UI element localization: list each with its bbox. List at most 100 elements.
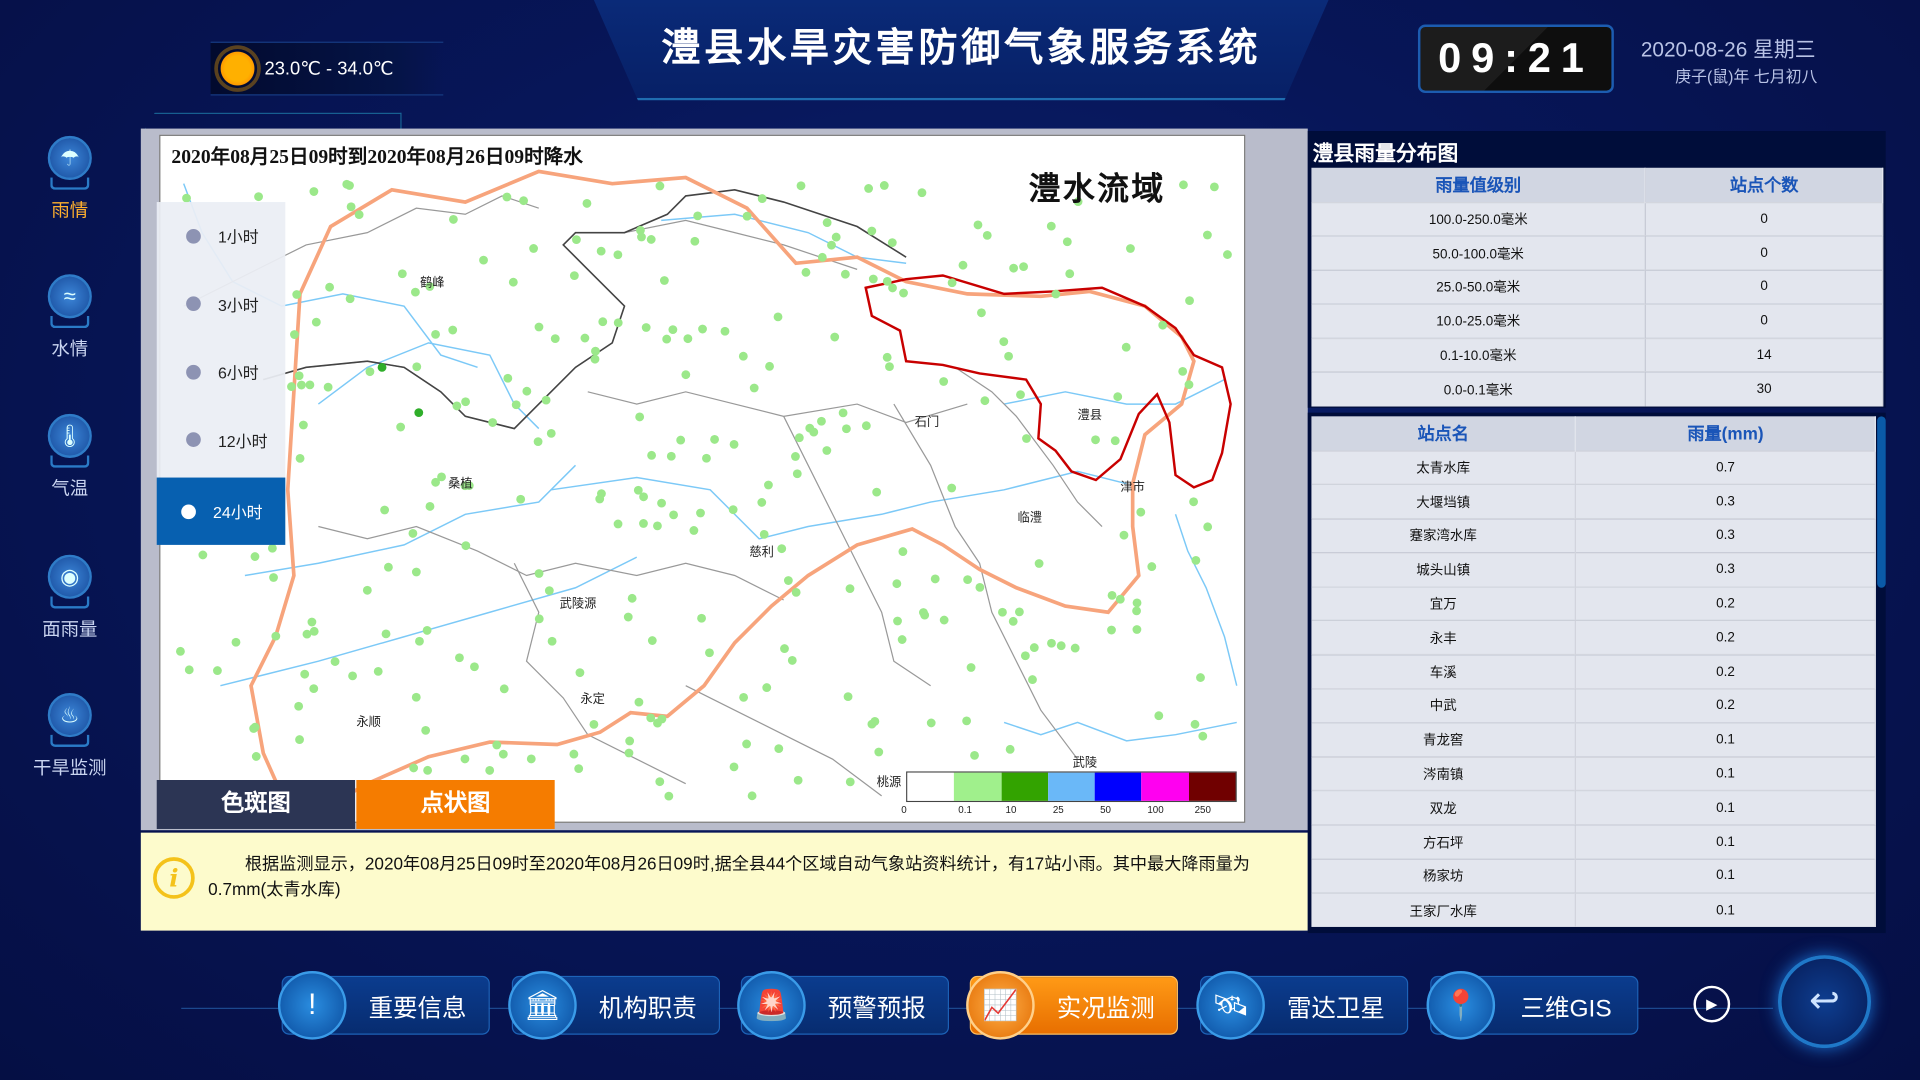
station-dot[interactable] xyxy=(1119,530,1129,540)
station-dot[interactable] xyxy=(681,370,691,380)
station-dot[interactable] xyxy=(590,354,600,364)
station-dot[interactable] xyxy=(348,671,357,681)
station-dot[interactable] xyxy=(534,614,544,624)
station-dot[interactable] xyxy=(421,725,431,735)
station-dot[interactable] xyxy=(830,332,840,342)
station-dot[interactable] xyxy=(662,334,672,344)
station-dot[interactable] xyxy=(738,351,748,361)
station-dot[interactable] xyxy=(575,668,585,678)
station-dot[interactable] xyxy=(917,188,927,198)
station-dot[interactable] xyxy=(639,519,648,528)
station-dot[interactable] xyxy=(845,584,855,594)
sidebar-item-3[interactable]: ◉ 面雨量 xyxy=(27,547,113,641)
station-dot[interactable] xyxy=(762,683,772,692)
station-dot[interactable] xyxy=(184,665,194,675)
station-dot[interactable] xyxy=(547,636,557,646)
station-dot[interactable] xyxy=(519,196,529,206)
station-dot[interactable] xyxy=(739,692,749,702)
station-dot[interactable] xyxy=(657,498,666,508)
station-dot[interactable] xyxy=(452,401,462,411)
station-dot[interactable] xyxy=(998,607,1007,617)
station-dot[interactable] xyxy=(874,747,884,757)
station-dot[interactable] xyxy=(796,181,806,191)
station-dot[interactable] xyxy=(646,713,656,723)
station-dot[interactable] xyxy=(295,735,304,744)
station-dot[interactable] xyxy=(728,505,738,515)
station-dot[interactable] xyxy=(354,210,364,220)
station-dot[interactable] xyxy=(885,362,894,372)
station-dot[interactable] xyxy=(838,408,848,418)
station-dot[interactable] xyxy=(383,562,393,572)
time-option[interactable]: 24小时 xyxy=(156,477,286,545)
station-dot[interactable] xyxy=(780,644,789,653)
station-dot[interactable] xyxy=(729,439,739,449)
station-dot[interactable] xyxy=(502,192,512,202)
station-dot[interactable] xyxy=(479,255,488,265)
station-dot[interactable] xyxy=(309,626,319,636)
station-dot[interactable] xyxy=(842,424,851,434)
station-dot[interactable] xyxy=(639,492,648,502)
station-dot[interactable] xyxy=(947,278,957,288)
station-dot[interactable] xyxy=(1046,221,1056,231)
station-dot[interactable] xyxy=(926,718,936,728)
station-dot[interactable] xyxy=(1028,675,1037,685)
station-dot[interactable] xyxy=(792,469,802,479)
station-dot[interactable] xyxy=(307,617,317,627)
station-dot[interactable] xyxy=(503,373,513,383)
station-dot[interactable] xyxy=(689,526,699,535)
station-dot[interactable] xyxy=(267,543,277,553)
station-dot[interactable] xyxy=(461,397,470,407)
station-dot[interactable] xyxy=(1051,289,1061,299)
station-dot[interactable] xyxy=(470,662,479,672)
station-dot[interactable] xyxy=(1198,731,1208,741)
station-dot[interactable] xyxy=(431,477,440,487)
station-dot[interactable] xyxy=(448,215,458,224)
scrollbar[interactable] xyxy=(1877,416,1886,588)
station-dot[interactable] xyxy=(1178,366,1188,376)
station-dot[interactable] xyxy=(861,421,871,431)
station-dot[interactable] xyxy=(765,361,774,371)
station-dot[interactable] xyxy=(627,593,637,603)
time-option[interactable]: 12小时 xyxy=(157,406,286,473)
station-dot[interactable] xyxy=(569,749,579,759)
station-dot[interactable] xyxy=(793,775,803,785)
station-dot[interactable] xyxy=(574,764,584,774)
station-dot[interactable] xyxy=(787,656,797,665)
station-dot[interactable] xyxy=(1113,392,1123,402)
station-dot[interactable] xyxy=(294,371,304,381)
station-dot[interactable] xyxy=(422,625,432,635)
station-dot[interactable] xyxy=(867,226,877,236)
station-dot[interactable] xyxy=(613,318,623,328)
station-dot[interactable] xyxy=(362,585,372,595)
station-dot[interactable] xyxy=(1126,244,1135,253)
station-dot[interactable] xyxy=(668,325,678,335)
station-dot[interactable] xyxy=(1020,651,1030,661)
station-dot[interactable] xyxy=(1115,594,1125,604)
station-dot[interactable] xyxy=(1016,390,1025,400)
station-dot[interactable] xyxy=(1223,250,1232,259)
station-dot[interactable] xyxy=(1009,263,1019,273)
station-dot[interactable] xyxy=(882,352,892,362)
station-dot[interactable] xyxy=(1196,673,1205,682)
station-dot[interactable] xyxy=(774,744,784,754)
station-dot[interactable] xyxy=(1158,320,1168,330)
station-dot[interactable] xyxy=(1014,607,1024,617)
station-dot[interactable] xyxy=(292,290,302,299)
station-dot[interactable] xyxy=(975,582,985,592)
station-dot[interactable] xyxy=(868,274,878,284)
station-dot[interactable] xyxy=(1110,436,1120,446)
station-dot[interactable] xyxy=(888,283,897,293)
station-dot[interactable] xyxy=(300,669,310,679)
station-dot[interactable] xyxy=(249,724,259,733)
station-dot[interactable] xyxy=(346,202,356,212)
station-dot[interactable] xyxy=(843,692,853,702)
station-dot[interactable] xyxy=(867,719,877,729)
station-dot[interactable] xyxy=(1008,616,1018,626)
station-dot[interactable] xyxy=(287,382,296,391)
station-dot[interactable] xyxy=(544,586,554,596)
station-dot[interactable] xyxy=(410,287,420,297)
station-dot[interactable] xyxy=(302,629,312,639)
station-dot[interactable] xyxy=(827,240,836,250)
station-dot[interactable] xyxy=(294,701,304,711)
station-dot[interactable] xyxy=(958,260,968,270)
